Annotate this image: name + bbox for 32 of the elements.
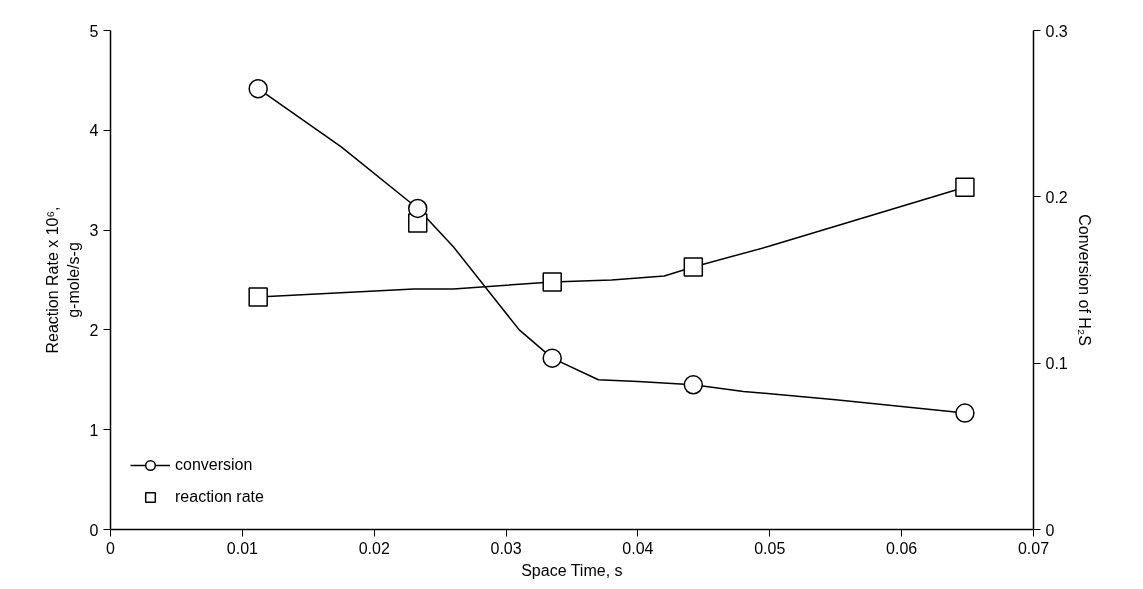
y-tick-label: 2 — [89, 321, 99, 339]
point — [248, 78, 268, 99]
y-tick-label: 4 — [89, 122, 99, 140]
y2-tick-label: 0 — [1045, 521, 1055, 539]
y-tick-label: 0 — [89, 521, 99, 539]
y-tick-label: 1 — [89, 421, 99, 439]
legend-label: conversion — [175, 456, 253, 474]
x-tick-label: 0.03 — [490, 539, 522, 557]
x-tick-label: 0 — [106, 539, 116, 557]
x-tick-label: 0.05 — [754, 539, 786, 557]
y-tick-label: 5 — [89, 22, 99, 40]
y-axis-title: Reaction Rate x 10⁶, g-mole/s-g — [44, 206, 82, 354]
point — [542, 272, 562, 292]
x-axis-title: Space Time, s — [521, 561, 623, 579]
y-tick-label: 3 — [89, 222, 99, 240]
x-tick-label: 0.04 — [622, 539, 654, 557]
point — [955, 403, 975, 423]
y2-axis-title: Conversion of H₂S — [1075, 214, 1093, 346]
legend-label: reaction rate — [175, 488, 264, 506]
x-tick-label: 0.01 — [226, 539, 259, 557]
point — [683, 257, 704, 277]
y2-tick-label: 0.2 — [1045, 188, 1068, 206]
point — [542, 348, 562, 368]
y2-tick-label: 0.3 — [1045, 22, 1068, 40]
x-tick-label: 0.06 — [886, 539, 918, 557]
point — [955, 177, 975, 197]
point — [248, 287, 268, 307]
x-tick-label: 0.02 — [358, 539, 390, 557]
x-tick-label: 0.07 — [1017, 539, 1050, 557]
y2-tick-label: 0.1 — [1045, 355, 1068, 373]
point — [407, 198, 428, 219]
point — [683, 375, 704, 395]
